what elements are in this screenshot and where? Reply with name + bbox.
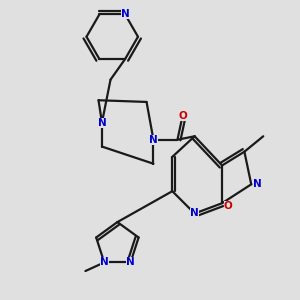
Text: N: N [190,208,199,218]
Text: O: O [224,201,232,211]
Text: N: N [253,179,262,189]
Text: N: N [121,9,130,20]
Text: N: N [126,257,135,267]
Text: N: N [100,257,109,267]
Text: N: N [98,118,106,128]
Text: O: O [178,111,187,121]
Text: N: N [149,135,158,145]
